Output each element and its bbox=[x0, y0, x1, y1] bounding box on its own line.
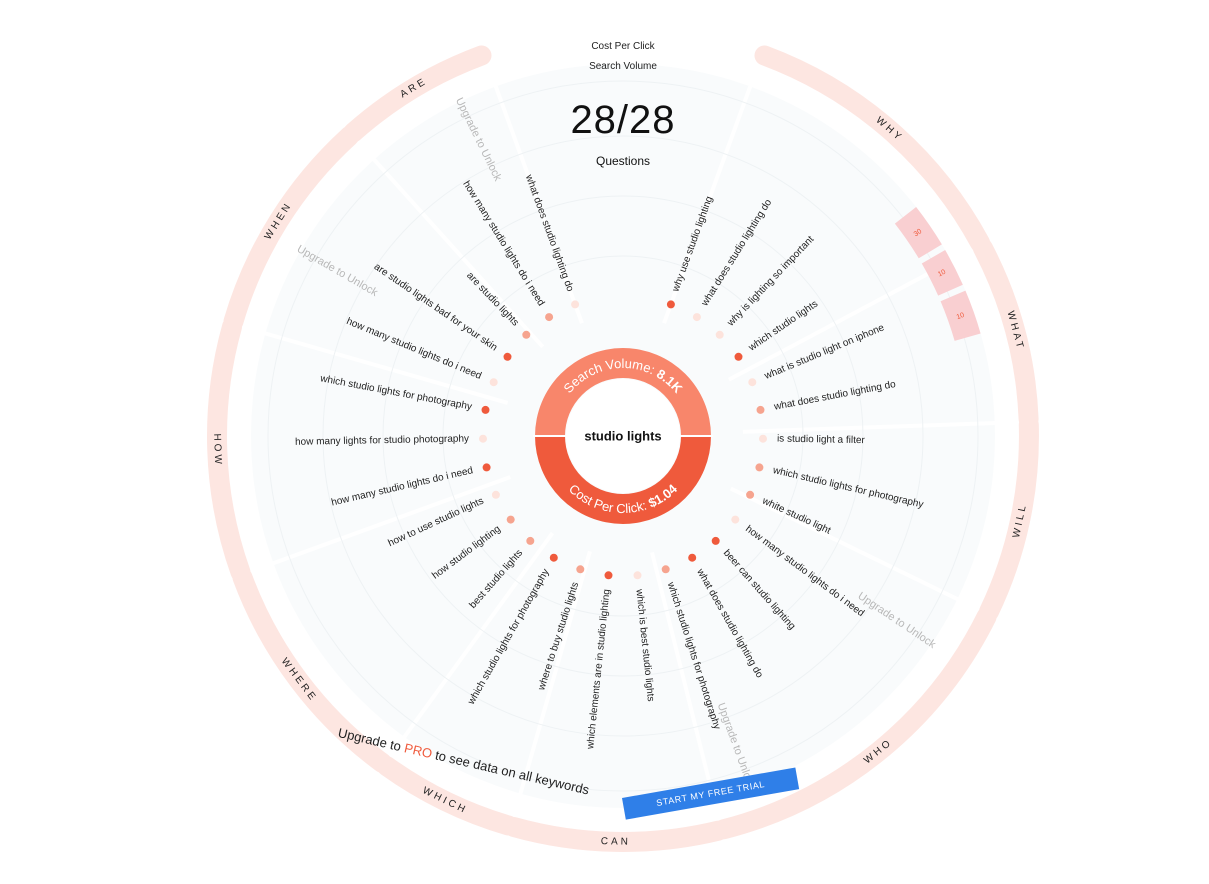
question-dot[interactable] bbox=[711, 536, 720, 545]
cost-per-click-ring[interactable] bbox=[535, 436, 711, 524]
question-dot[interactable] bbox=[666, 300, 675, 309]
value-bar[interactable] bbox=[940, 290, 981, 341]
question-dot[interactable] bbox=[756, 405, 765, 414]
question-label: is studio light a filter bbox=[777, 434, 866, 447]
group-ring-what[interactable] bbox=[972, 237, 1039, 429]
question-dot[interactable] bbox=[571, 300, 580, 309]
question-dot[interactable] bbox=[545, 313, 554, 322]
question-dot[interactable] bbox=[633, 571, 642, 580]
group-ring-who[interactable] bbox=[714, 606, 997, 840]
group-label-can: CAN bbox=[601, 836, 631, 848]
group-divider bbox=[340, 122, 545, 349]
question-dot[interactable] bbox=[549, 553, 558, 562]
group-ring-why[interactable] bbox=[754, 45, 991, 253]
question-dot[interactable] bbox=[734, 352, 743, 361]
question-dot[interactable] bbox=[688, 553, 697, 562]
group-divider bbox=[662, 40, 769, 324]
group-divider bbox=[477, 40, 584, 324]
group-divider bbox=[505, 550, 592, 841]
question-dot[interactable] bbox=[604, 571, 613, 580]
group-divider bbox=[742, 419, 1043, 434]
wheel-guide bbox=[442, 255, 804, 617]
question-dot[interactable] bbox=[755, 463, 764, 472]
question-dot[interactable] bbox=[661, 565, 670, 574]
question-dot[interactable] bbox=[481, 405, 490, 414]
value-bar-label: 10 bbox=[937, 269, 947, 279]
question-dot[interactable] bbox=[759, 434, 767, 443]
question-dot[interactable] bbox=[482, 463, 491, 472]
question-dot[interactable] bbox=[746, 490, 755, 499]
group-ring-how[interactable] bbox=[207, 316, 251, 583]
question-dot[interactable] bbox=[491, 490, 500, 499]
legend-search-volume[interactable]: Search Volume bbox=[589, 61, 657, 72]
question-dot[interactable] bbox=[731, 515, 740, 524]
group-ring-where[interactable] bbox=[232, 567, 393, 773]
question-dot[interactable] bbox=[715, 330, 724, 339]
legend-cost-per-click[interactable]: Cost Per Click bbox=[591, 41, 655, 52]
question-dot[interactable] bbox=[748, 378, 757, 387]
question-dot[interactable] bbox=[479, 434, 487, 443]
donut-center bbox=[566, 379, 680, 493]
group-ring-are[interactable] bbox=[343, 45, 492, 143]
group-ring-which[interactable] bbox=[376, 756, 519, 836]
value-bar-label: 10 bbox=[956, 312, 966, 321]
value-bar[interactable] bbox=[894, 206, 942, 259]
question-dot[interactable] bbox=[692, 313, 701, 322]
question-label: how many lights for studio photography bbox=[295, 434, 469, 448]
group-divider bbox=[218, 318, 509, 405]
group-divider bbox=[729, 486, 1002, 622]
question-dot[interactable] bbox=[506, 515, 515, 524]
question-dot[interactable] bbox=[503, 352, 512, 361]
group-label-how: HOW bbox=[211, 433, 223, 467]
group-divider bbox=[374, 531, 555, 777]
question-dot[interactable] bbox=[522, 330, 531, 339]
center-keyword: studio lights bbox=[584, 429, 661, 444]
question-dot[interactable] bbox=[489, 378, 498, 387]
wheel-guide bbox=[322, 135, 924, 737]
question-counter: 28/28 bbox=[570, 98, 676, 142]
group-divider bbox=[227, 475, 511, 582]
wheel-guide bbox=[267, 80, 979, 792]
value-bar-label: 30 bbox=[913, 228, 923, 238]
question-dot[interactable] bbox=[576, 565, 585, 574]
group-ring-when[interactable] bbox=[223, 126, 360, 332]
search-volume-ring[interactable] bbox=[535, 348, 711, 436]
value-bar[interactable] bbox=[921, 250, 963, 296]
group-ring-will[interactable] bbox=[979, 414, 1039, 622]
group-ring-can[interactable] bbox=[503, 817, 729, 852]
question-dot[interactable] bbox=[526, 536, 535, 545]
question-counter-label: Questions bbox=[595, 154, 651, 168]
wheel-guide bbox=[382, 195, 864, 677]
